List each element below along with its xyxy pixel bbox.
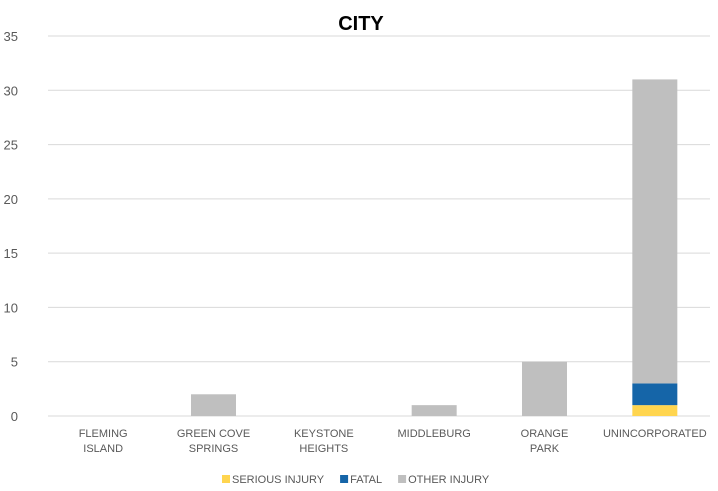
x-axis-category-labels: FLEMING ISLAND GREEN COVE SPRINGS KEYSTONE HE… (79, 428, 707, 455)
legend: SERIOUS INJURY FATAL OTHER INJURY (222, 474, 490, 486)
x-category-label: UNINCORPORATED (603, 428, 707, 440)
legend-swatch (222, 475, 230, 483)
x-category-label: ORANGE (521, 428, 569, 440)
bars (191, 79, 678, 416)
x-category-label: MIDDLEBURG (397, 428, 470, 440)
legend-swatch (340, 475, 349, 483)
x-category-label: FLEMING (79, 428, 128, 440)
y-tick-label: 35 (4, 29, 18, 44)
legend-label: SERIOUS INJURY (232, 474, 325, 486)
y-tick-label: 0 (11, 409, 18, 424)
legend-swatch (398, 475, 407, 483)
x-category-label: SPRINGS (189, 443, 239, 455)
bar-segment (632, 405, 678, 416)
x-category-label: HEIGHTS (299, 443, 348, 455)
y-tick-label: 20 (4, 192, 18, 207)
y-tick-label: 10 (4, 300, 18, 315)
chart-title: CITY (338, 13, 384, 35)
gridlines (48, 35, 710, 417)
legend-label: FATAL (350, 474, 382, 486)
x-category-label: KEYSTONE (294, 428, 354, 440)
y-tick-label: 30 (4, 83, 18, 98)
bar-segment (632, 79, 678, 384)
y-tick-label: 15 (4, 246, 18, 261)
x-category-label: PARK (530, 443, 560, 455)
bar-segment (632, 383, 678, 406)
bar-segment (411, 405, 457, 416)
x-category-label: GREEN COVE (177, 428, 250, 440)
legend-label: OTHER INJURY (408, 474, 490, 486)
bar-segment (522, 361, 567, 416)
x-category-label: ISLAND (83, 443, 123, 455)
y-tick-label: 5 (11, 355, 18, 370)
y-axis-tick-labels: 0 5 10 15 20 25 30 35 (4, 29, 18, 424)
bar-segment (191, 394, 236, 416)
y-tick-label: 25 (4, 138, 18, 153)
